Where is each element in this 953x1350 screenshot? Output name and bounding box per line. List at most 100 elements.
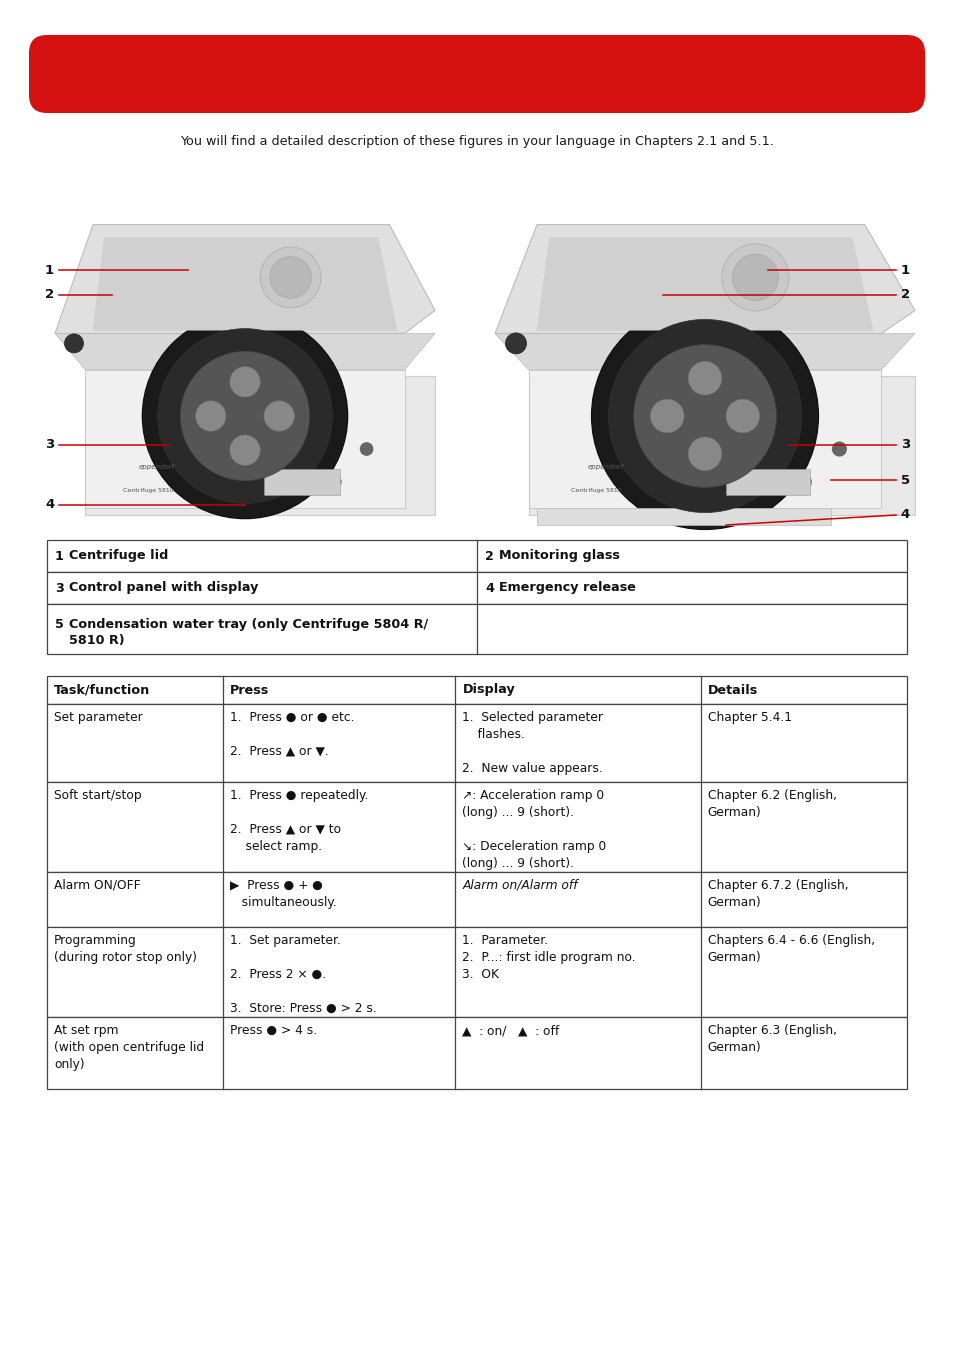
Polygon shape xyxy=(55,224,435,333)
Text: Emergency release: Emergency release xyxy=(498,582,636,594)
Circle shape xyxy=(633,344,776,487)
Circle shape xyxy=(180,351,310,481)
Text: 2: 2 xyxy=(45,289,54,301)
Text: ▶  Press ● + ●
   simultaneously.: ▶ Press ● + ● simultaneously. xyxy=(230,879,336,909)
Polygon shape xyxy=(86,370,404,509)
Text: 3: 3 xyxy=(55,582,64,594)
Text: 2: 2 xyxy=(484,549,494,563)
Polygon shape xyxy=(495,333,914,370)
Text: Programming
(during rotor stop only): Programming (during rotor stop only) xyxy=(54,934,196,964)
Circle shape xyxy=(748,475,760,489)
Text: Alarm on/Alarm off: Alarm on/Alarm off xyxy=(462,879,578,892)
Circle shape xyxy=(650,400,683,433)
Circle shape xyxy=(591,302,818,529)
Circle shape xyxy=(65,333,84,352)
Circle shape xyxy=(230,435,260,466)
Polygon shape xyxy=(528,370,881,509)
Polygon shape xyxy=(537,238,872,331)
Circle shape xyxy=(157,328,332,504)
Circle shape xyxy=(687,362,721,396)
Polygon shape xyxy=(495,224,914,333)
Text: eppendorf: eppendorf xyxy=(138,464,174,470)
Text: Soft start/stop: Soft start/stop xyxy=(54,788,141,802)
FancyBboxPatch shape xyxy=(47,927,906,1017)
FancyBboxPatch shape xyxy=(537,509,830,525)
Text: 4: 4 xyxy=(45,498,54,512)
FancyBboxPatch shape xyxy=(29,35,924,113)
Text: Centrifuge lid: Centrifuge lid xyxy=(69,549,168,563)
Text: Centrifuge 5810: Centrifuge 5810 xyxy=(570,487,620,493)
FancyBboxPatch shape xyxy=(47,872,906,927)
Circle shape xyxy=(308,477,318,487)
Text: Display: Display xyxy=(462,683,515,697)
Text: eppendorf: eppendorf xyxy=(587,464,623,470)
Circle shape xyxy=(260,247,320,308)
Polygon shape xyxy=(86,377,435,514)
FancyBboxPatch shape xyxy=(264,468,339,495)
Text: 1.  Parameter.
2.  P...: first idle program no.
3.  OK: 1. Parameter. 2. P...: first idle progra… xyxy=(462,934,636,981)
Text: Control panel with display: Control panel with display xyxy=(69,582,258,594)
Text: Task/function: Task/function xyxy=(54,683,150,697)
Polygon shape xyxy=(528,377,914,514)
Circle shape xyxy=(721,244,788,310)
Text: 5810 R): 5810 R) xyxy=(69,634,125,647)
Circle shape xyxy=(359,443,373,456)
Text: 5: 5 xyxy=(900,474,909,486)
Text: 4: 4 xyxy=(484,582,494,594)
Text: ▲  : on/   ▲  : off: ▲ : on/ ▲ : off xyxy=(462,1025,559,1037)
FancyBboxPatch shape xyxy=(725,468,809,495)
Polygon shape xyxy=(55,333,435,370)
Text: Centrifuge 5810: Centrifuge 5810 xyxy=(123,487,173,493)
Text: 4: 4 xyxy=(900,509,909,521)
FancyBboxPatch shape xyxy=(47,603,906,653)
Text: 3: 3 xyxy=(900,439,909,451)
FancyBboxPatch shape xyxy=(47,703,906,782)
Text: Chapter 6.3 (English,
German): Chapter 6.3 (English, German) xyxy=(707,1025,836,1054)
Text: 1: 1 xyxy=(55,549,64,563)
Circle shape xyxy=(270,256,312,298)
Circle shape xyxy=(831,441,846,456)
Circle shape xyxy=(230,367,260,397)
Text: Set parameter: Set parameter xyxy=(54,711,143,724)
Text: Alarm ON/OFF: Alarm ON/OFF xyxy=(54,879,140,892)
Text: You will find a detailed description of these figures in your language in Chapte: You will find a detailed description of … xyxy=(180,135,773,148)
Text: Details: Details xyxy=(707,683,757,697)
Text: Chapter 6.2 (English,
German): Chapter 6.2 (English, German) xyxy=(707,788,836,819)
Circle shape xyxy=(774,475,786,489)
Text: ↗: Acceleration ramp 0
(long) ... 9 (short).

↘: Deceleration ramp 0
(long) ... : ↗: Acceleration ramp 0 (long) ... 9 (sho… xyxy=(462,788,606,869)
Text: 1.  Set parameter.

2.  Press 2 × ●.

3.  Store: Press ● > 2 s.: 1. Set parameter. 2. Press 2 × ●. 3. Sto… xyxy=(230,934,376,1015)
Text: Chapters 6.4 - 6.6 (English,
German): Chapters 6.4 - 6.6 (English, German) xyxy=(707,934,874,964)
FancyBboxPatch shape xyxy=(47,572,906,603)
Text: 2: 2 xyxy=(900,289,909,301)
Circle shape xyxy=(608,320,801,513)
Text: 5: 5 xyxy=(55,618,64,630)
Text: Press ● > 4 s.: Press ● > 4 s. xyxy=(230,1025,317,1037)
Circle shape xyxy=(330,477,341,487)
Circle shape xyxy=(732,254,778,301)
Text: Chapter 6.7.2 (English,
German): Chapter 6.7.2 (English, German) xyxy=(707,879,847,909)
Text: 1.  Press ● or ● etc.

2.  Press ▲ or ▼.: 1. Press ● or ● etc. 2. Press ▲ or ▼. xyxy=(230,711,355,757)
Text: 1.  Selected parameter
    flashes.

2.  New value appears.: 1. Selected parameter flashes. 2. New va… xyxy=(462,711,603,775)
Circle shape xyxy=(264,401,294,431)
Text: 1: 1 xyxy=(900,263,909,277)
Polygon shape xyxy=(92,238,396,331)
Text: 1.  Press ● repeatedly.

2.  Press ▲ or ▼ to
    select ramp.: 1. Press ● repeatedly. 2. Press ▲ or ▼ t… xyxy=(230,788,368,853)
FancyBboxPatch shape xyxy=(47,782,906,872)
Text: Chapter 5.4.1: Chapter 5.4.1 xyxy=(707,711,791,724)
FancyBboxPatch shape xyxy=(47,540,906,572)
Text: At set rpm
(with open centrifuge lid
only): At set rpm (with open centrifuge lid onl… xyxy=(54,1025,204,1071)
Circle shape xyxy=(195,401,226,431)
Circle shape xyxy=(799,475,811,489)
FancyBboxPatch shape xyxy=(47,1017,906,1089)
Circle shape xyxy=(285,477,296,487)
Circle shape xyxy=(142,313,347,518)
Text: 3: 3 xyxy=(45,439,54,451)
Text: Press: Press xyxy=(230,683,270,697)
Text: Monitoring glass: Monitoring glass xyxy=(498,549,619,563)
FancyBboxPatch shape xyxy=(47,676,906,703)
Text: Condensation water tray (only Centrifuge 5804 R/: Condensation water tray (only Centrifuge… xyxy=(69,618,428,630)
Circle shape xyxy=(725,400,759,433)
Circle shape xyxy=(687,437,721,471)
Circle shape xyxy=(505,333,526,354)
Text: 1: 1 xyxy=(45,263,54,277)
